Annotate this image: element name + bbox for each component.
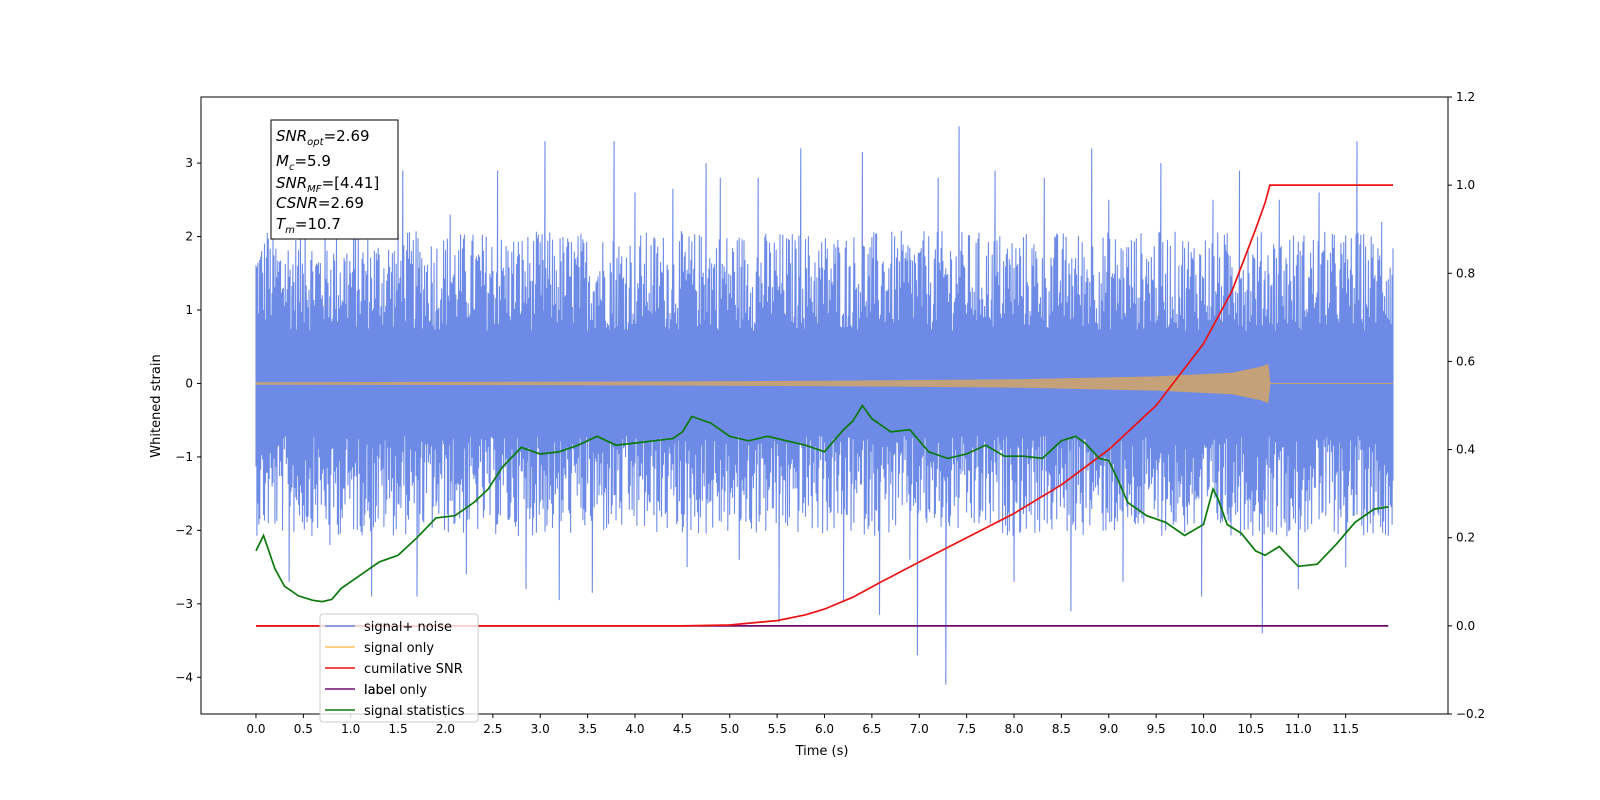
legend-label-snr: cumilative SNR — [364, 662, 463, 677]
y-axis-label: Whitened strain — [149, 354, 164, 457]
y-left-tick-label: 1 — [185, 303, 193, 317]
y-right-tick-label: 1.2 — [1456, 90, 1475, 104]
y-right-tick-label: 1.0 — [1456, 178, 1475, 192]
x-tick-label: 11.0 — [1285, 722, 1312, 736]
x-tick-label: 11.5 — [1332, 722, 1359, 736]
y-right-tick-label: 0.6 — [1456, 354, 1475, 368]
x-tick-label: 2.5 — [483, 722, 502, 736]
x-axis-label: Time (s) — [795, 744, 849, 759]
stats-series-line — [255, 403, 1389, 603]
y-left-axis-ticks: 3 2 1 0 −1 −2 −3 −4 — [175, 156, 201, 684]
legend-label-signal: signal only — [364, 641, 434, 656]
x-tick-label: 3.5 — [578, 722, 597, 736]
snr-series-line — [256, 184, 1393, 627]
y-right-tick-label: 0.2 — [1456, 531, 1475, 545]
y-left-tick-label: 0 — [185, 376, 193, 390]
x-tick-label: 10.0 — [1190, 722, 1217, 736]
legend: label only signal+ noise signal only cum… — [319, 613, 479, 723]
x-tick-label: 1.5 — [389, 722, 408, 736]
legend-label-stats: signal statistics — [364, 704, 465, 719]
x-tick-label: 4.0 — [625, 722, 644, 736]
y-right-tick-label: 0.4 — [1456, 443, 1475, 457]
x-tick-label: 2.0 — [436, 722, 455, 736]
y-left-tick-label: 3 — [185, 156, 193, 170]
y-right-tick-label: −0.2 — [1456, 707, 1485, 721]
legend-hidden-text: label only — [364, 683, 427, 698]
x-axis-ticks: 0.0 0.5 1.0 1.5 2.0 2.5 3.0 3.5 4.0 4.5 5.0 5.5 6.0 6… — [246, 714, 1359, 736]
x-tick-label: 0.0 — [246, 722, 265, 736]
x-tick-label: 0.5 — [294, 722, 313, 736]
x-tick-label: 9.5 — [1147, 722, 1166, 736]
x-tick-label: 4.5 — [673, 722, 692, 736]
y-left-tick-label: −4 — [175, 670, 193, 684]
x-tick-label: 9.0 — [1099, 722, 1118, 736]
noise-series-line — [255, 126, 1394, 685]
x-tick-label: 10.5 — [1238, 722, 1265, 736]
x-tick-label: 1.0 — [341, 722, 360, 736]
signal-series-envelope — [255, 363, 1393, 404]
annotation-snr-mf: SNRMF=[4.41] — [276, 174, 379, 195]
y-right-tick-label: 0.8 — [1456, 266, 1475, 280]
snr-series-layer — [256, 184, 1393, 627]
x-tick-label: 8.5 — [1052, 722, 1071, 736]
x-tick-label: 7.5 — [957, 722, 976, 736]
y-right-tick-label: 0.0 — [1456, 619, 1475, 633]
y-right-axis-ticks: 1.2 1.0 0.8 0.6 0.4 0.2 0.0 −0.2 — [1448, 90, 1485, 721]
annotation-mc: Mc=5.9 — [276, 152, 331, 173]
x-tick-label: 8.0 — [1004, 722, 1023, 736]
annotation-snr-opt: SNRopt=2.69 — [276, 127, 370, 148]
y-left-tick-label: −1 — [175, 450, 193, 464]
x-tick-label: 3.0 — [531, 722, 550, 736]
x-tick-label: 6.0 — [815, 722, 834, 736]
x-tick-label: 7.0 — [910, 722, 929, 736]
legend-label-label: label — [364, 683, 395, 698]
y-left-tick-label: −3 — [175, 597, 193, 611]
signal-series-layer — [255, 363, 1393, 404]
annotation-csnr: CSNR=2.69 — [276, 194, 364, 212]
legend-label-noise: signal+ noise — [364, 620, 452, 635]
stats-series-layer — [255, 403, 1389, 603]
annotation-box: SNRopt=2.69 Mc=5.9 SNRMF=[4.41] CSNR=2.6… — [270, 119, 399, 240]
y-left-tick-label: −2 — [175, 523, 193, 537]
x-tick-label: 5.0 — [720, 722, 739, 736]
y-left-tick-label: 2 — [185, 230, 193, 244]
annotation-tm: Tm=10.7 — [276, 215, 341, 236]
annotation-frame — [270, 119, 399, 240]
legend-frame — [319, 613, 479, 723]
x-tick-label: 5.5 — [768, 722, 787, 736]
x-tick-label: 6.5 — [862, 722, 881, 736]
noise-series-layer — [255, 126, 1394, 685]
